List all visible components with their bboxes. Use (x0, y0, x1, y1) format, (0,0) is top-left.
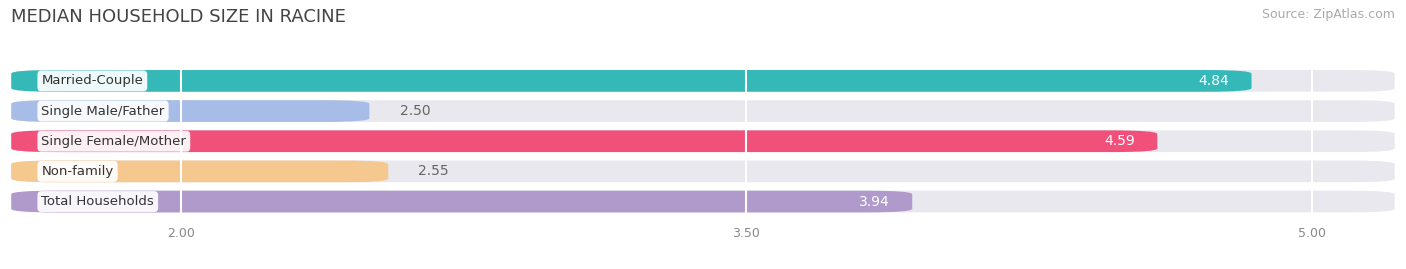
FancyBboxPatch shape (11, 70, 1251, 92)
Text: Non-family: Non-family (41, 165, 114, 178)
Text: 4.59: 4.59 (1104, 134, 1135, 148)
FancyBboxPatch shape (11, 100, 370, 122)
Text: 3.94: 3.94 (859, 194, 890, 208)
Text: 2.55: 2.55 (419, 164, 449, 178)
FancyBboxPatch shape (11, 161, 388, 182)
Text: Source: ZipAtlas.com: Source: ZipAtlas.com (1261, 8, 1395, 21)
Text: Total Households: Total Households (41, 195, 155, 208)
Text: MEDIAN HOUSEHOLD SIZE IN RACINE: MEDIAN HOUSEHOLD SIZE IN RACINE (11, 8, 346, 26)
FancyBboxPatch shape (11, 191, 1395, 213)
FancyBboxPatch shape (11, 70, 1395, 92)
FancyBboxPatch shape (11, 100, 1395, 122)
Text: Married-Couple: Married-Couple (41, 75, 143, 87)
Text: Single Female/Mother: Single Female/Mother (41, 135, 186, 148)
FancyBboxPatch shape (11, 191, 912, 213)
Text: Single Male/Father: Single Male/Father (41, 105, 165, 118)
FancyBboxPatch shape (11, 161, 1395, 182)
FancyBboxPatch shape (11, 130, 1157, 152)
Text: 2.50: 2.50 (399, 104, 430, 118)
FancyBboxPatch shape (11, 130, 1395, 152)
Text: 4.84: 4.84 (1198, 74, 1229, 88)
